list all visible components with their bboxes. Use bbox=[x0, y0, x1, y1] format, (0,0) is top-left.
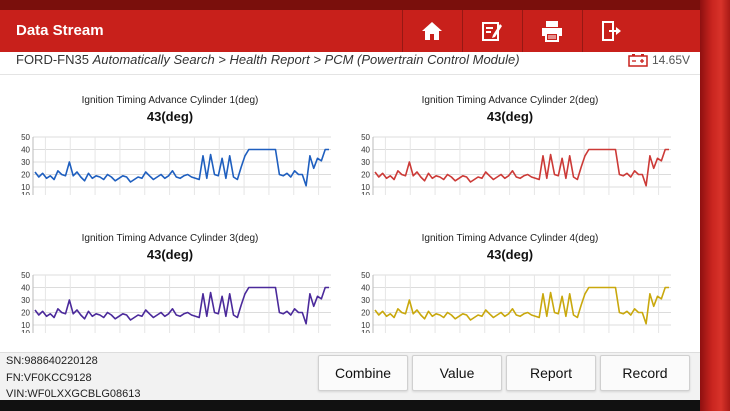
y-tick-label: 40 bbox=[361, 146, 370, 155]
chart-current-value: 43(deg) bbox=[486, 109, 534, 124]
series-line bbox=[34, 286, 329, 325]
y-tick-label: 10 bbox=[21, 321, 30, 330]
chart-title: Ignition Timing Advance Cylinder 2(deg) bbox=[421, 95, 599, 106]
value-button[interactable]: Value bbox=[412, 355, 502, 391]
header-bar: Data Stream bbox=[0, 10, 700, 52]
breadcrumb-vehicle: FORD-FN35 bbox=[16, 52, 89, 67]
y-tick-label: 40 bbox=[21, 284, 30, 293]
y-tick-label: 50 bbox=[361, 133, 370, 142]
print-icon bbox=[542, 21, 562, 42]
chart-current-value: 43(deg) bbox=[146, 109, 194, 124]
battery-voltage: 14.65V bbox=[628, 52, 690, 68]
print-button[interactable] bbox=[522, 10, 581, 52]
line-chart[interactable]: 50403020101000s01s02s00s00s01s01s03s01s0… bbox=[5, 77, 335, 195]
line-chart[interactable]: 50403020101000s00s01s00s30s02s03s01s00s0… bbox=[345, 77, 675, 195]
y-tick-label: 20 bbox=[361, 309, 370, 318]
home-button[interactable] bbox=[402, 10, 461, 52]
report-button[interactable]: Report bbox=[506, 355, 596, 391]
exit-icon bbox=[602, 21, 621, 41]
y-tick-label: 50 bbox=[21, 133, 30, 142]
y-tick-label: 10 bbox=[361, 321, 370, 330]
series-line bbox=[34, 148, 329, 187]
y-tick-label: 30 bbox=[21, 296, 30, 305]
data-stream-panel: Ignition Timing Advance Cylinder 1(deg) 4… bbox=[0, 74, 700, 353]
y-tick-label: 20 bbox=[21, 171, 30, 180]
y-tick-label: 30 bbox=[21, 158, 30, 167]
chart-current-value: 43(deg) bbox=[146, 247, 194, 262]
record-button[interactable]: Record bbox=[600, 355, 690, 391]
battery-icon bbox=[628, 53, 648, 67]
y-tick-label: 10 bbox=[361, 183, 370, 192]
fn-number: FN:VF0KCC9128 bbox=[6, 372, 92, 384]
device-bezel bbox=[700, 0, 730, 411]
y-tick-label: 50 bbox=[361, 271, 370, 280]
exit-button[interactable] bbox=[582, 10, 641, 52]
screen: Data Stream bbox=[0, 0, 700, 411]
y-tick-label: 10 bbox=[21, 329, 30, 333]
line-chart[interactable]: 50403020101000s01s02s00s00s01s01s00s01s0… bbox=[5, 215, 335, 333]
page-title: Data Stream bbox=[16, 22, 104, 39]
y-tick-label: 30 bbox=[361, 158, 370, 167]
y-tick-label: 10 bbox=[361, 191, 370, 195]
y-tick-label: 20 bbox=[21, 309, 30, 318]
series-line bbox=[374, 286, 669, 325]
chart-current-value: 43(deg) bbox=[486, 247, 534, 262]
breadcrumb: FORD-FN35 Automatically Search > Health … bbox=[16, 52, 520, 67]
y-tick-label: 10 bbox=[21, 183, 30, 192]
line-chart[interactable]: 50403020101000s00s01s00s00s00s02s00s00s0… bbox=[345, 215, 675, 333]
battery-voltage-value: 14.65V bbox=[652, 53, 691, 67]
breadcrumb-row: FORD-FN35 Automatically Search > Health … bbox=[0, 52, 700, 74]
chart-title: Ignition Timing Advance Cylinder 1(deg) bbox=[81, 95, 259, 106]
y-tick-label: 20 bbox=[361, 171, 370, 180]
serial-number: SN:988640220128 bbox=[6, 355, 98, 367]
breadcrumb-path: Automatically Search > Health Report > P… bbox=[92, 52, 520, 67]
y-tick-label: 10 bbox=[361, 329, 370, 333]
y-tick-label: 10 bbox=[21, 191, 30, 195]
edit-icon bbox=[482, 22, 502, 41]
y-tick-label: 40 bbox=[21, 146, 30, 155]
vin-number: VIN:WF0LXXGCBLG08613 bbox=[6, 388, 141, 400]
chart-title: Ignition Timing Advance Cylinder 3(deg) bbox=[81, 233, 259, 244]
y-tick-label: 50 bbox=[21, 271, 30, 280]
system-nav-bar bbox=[0, 400, 700, 411]
edit-button[interactable] bbox=[462, 10, 521, 52]
chart-title: Ignition Timing Advance Cylinder 4(deg) bbox=[421, 233, 599, 244]
y-tick-label: 40 bbox=[361, 284, 370, 293]
combine-button[interactable]: Combine bbox=[318, 355, 408, 391]
home-icon bbox=[422, 22, 442, 40]
status-strip bbox=[0, 0, 700, 10]
series-line bbox=[374, 148, 669, 187]
y-tick-label: 30 bbox=[361, 296, 370, 305]
